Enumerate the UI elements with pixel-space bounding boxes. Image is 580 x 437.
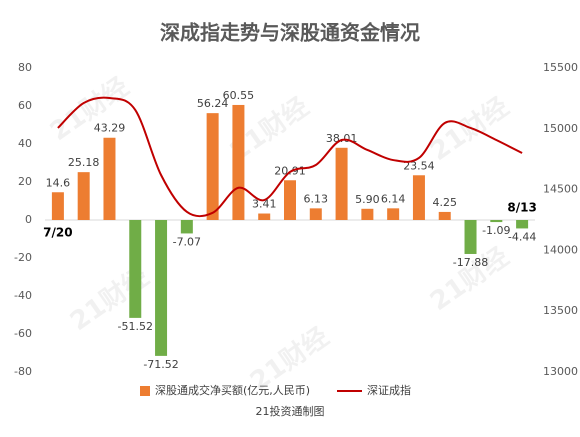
y-tick-label: 40 [18,137,32,150]
data-label: 6.13 [304,192,329,205]
x-tick-label: 8/13 [507,201,536,215]
data-label: 38.01 [326,132,358,145]
legend-label: 深证成指 [367,383,411,397]
data-label: 14.6 [46,176,71,189]
data-label: 6.14 [381,192,406,205]
data-label: 3.41 [252,198,277,211]
bar [77,172,90,220]
data-label: -51.52 [118,320,153,333]
bar [258,213,271,220]
data-label: 23.54 [403,159,435,172]
bar [516,220,529,229]
x-tick-label: 7/20 [43,226,72,240]
chart-title: 深成指走势与深股通资金情况 [160,21,420,45]
bar [129,220,142,318]
bar [387,208,400,220]
data-label: 43.29 [94,122,126,135]
bar [309,208,322,220]
bar [206,113,219,220]
source: 21投资通制图 [256,404,325,418]
legend-swatch [140,386,150,396]
y-tick-label: 20 [18,175,32,188]
y-tick-label: 60 [18,99,32,112]
data-label: 5.90 [355,193,380,206]
bar [103,137,116,220]
y2-tick-label: 15000 [543,122,578,135]
line [57,96,523,218]
data-label: -17.88 [453,256,488,269]
bar [412,175,425,220]
data-label: -4.44 [508,230,536,243]
y-tick-label: -80 [14,365,32,378]
bar [490,220,503,223]
y2-tick-label: 14000 [543,243,578,256]
data-label: 60.55 [223,89,255,102]
y2-tick-label: 13000 [543,365,578,378]
data-label: 56.24 [197,97,229,110]
legend-label: 深股通成交净买额(亿元,人民币) [155,383,310,397]
y-tick-label: -40 [14,289,32,302]
data-label: 20.91 [274,164,306,177]
bar [335,147,348,220]
bar [155,220,168,356]
y-tick-label: 80 [18,61,32,74]
y-tick-label: -60 [14,327,32,340]
bar [232,104,245,220]
data-label: 4.25 [432,196,457,209]
y2-tick-label: 14500 [543,183,578,196]
bar [464,220,477,254]
bar [438,211,451,220]
y-tick-label: -20 [14,251,32,264]
data-label: -71.52 [143,358,178,371]
y2-tick-label: 13500 [543,304,578,317]
data-label: -7.07 [173,235,201,248]
y2-tick-label: 15500 [543,61,578,74]
bar [361,208,374,220]
data-label: 25.18 [68,156,100,169]
data-label: -1.09 [482,224,510,237]
bar [284,180,296,220]
bar [51,192,64,220]
bar [180,220,193,234]
y-tick-label: 0 [25,213,32,226]
